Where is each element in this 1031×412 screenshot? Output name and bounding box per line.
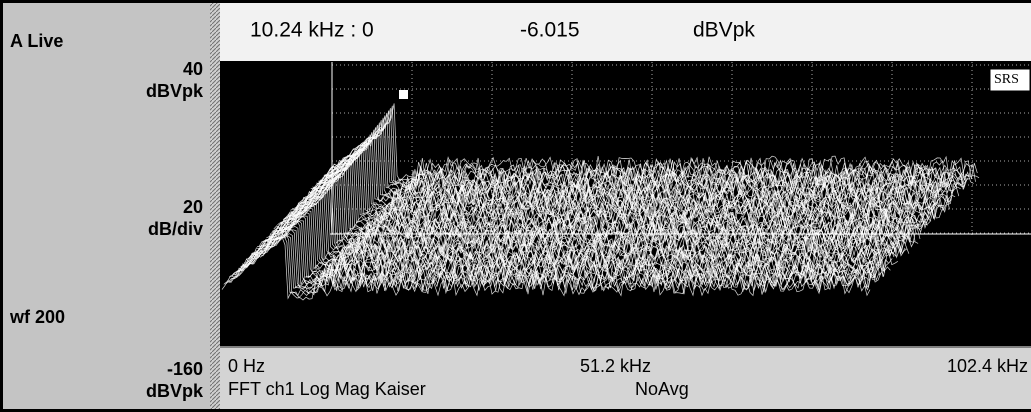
marker [399,90,408,99]
waterfall-trace [290,156,939,227]
measurement: FFT ch1 Log Mag Kaiser [228,379,426,399]
waterfall-trace [277,172,926,240]
trace-label: A Live [10,31,63,51]
waterfall-trace [292,153,941,224]
top-value: 40 [183,59,203,79]
waterfall-trace [280,167,930,237]
waterfall-count: wf 200 [9,307,65,327]
footer-bar [220,347,1031,409]
header-bar [220,3,1031,61]
waterfall-trace [318,120,967,197]
panel-divider [210,3,220,409]
waterfall-trace [251,206,900,267]
scale-value: 20 [183,197,203,217]
logo: SRS [994,72,1019,87]
scale-unit: dB/div [148,219,203,239]
marker-position: 10.24 kHz : 0 [250,19,374,42]
bottom-value: -160 [167,359,203,379]
waterfall-trace [221,236,871,301]
left-panel [3,3,210,409]
waterfall-trace [244,215,893,277]
waterfall-trace [327,108,976,185]
start-frequency: 0 Hz [228,356,265,376]
end-frequency: 102.4 kHz [947,356,1028,376]
center-frequency: 51.2 kHz [580,356,651,376]
waterfall [221,103,980,301]
waterfall-trace [323,112,973,191]
marker-unit: dBVpk [693,19,755,42]
waterfall-trace [286,160,936,230]
waterfall-trace [253,203,902,267]
waterfall-trace [312,127,961,202]
waterfall-trace [223,234,873,299]
logo-box [989,68,1031,92]
waterfall-trace [258,196,908,260]
top-unit: dBVpk [146,81,204,101]
averaging: NoAvg [635,379,689,399]
marker-value: -6.015 [520,19,580,42]
bottom-unit: dBVpk [146,381,204,401]
waterfall-trace [329,105,978,184]
waterfall-trace [225,231,874,297]
waterfall-trace [301,141,950,215]
waterfall-trace [227,235,876,295]
waterfall-trace [297,146,947,218]
waterfall-trace [282,165,932,232]
